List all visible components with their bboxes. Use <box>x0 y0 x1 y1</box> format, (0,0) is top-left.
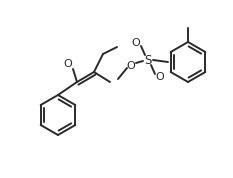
Text: O: O <box>127 61 135 71</box>
Text: O: O <box>64 59 72 69</box>
Text: S: S <box>144 54 152 67</box>
Text: O: O <box>132 38 140 48</box>
Text: O: O <box>156 72 164 82</box>
